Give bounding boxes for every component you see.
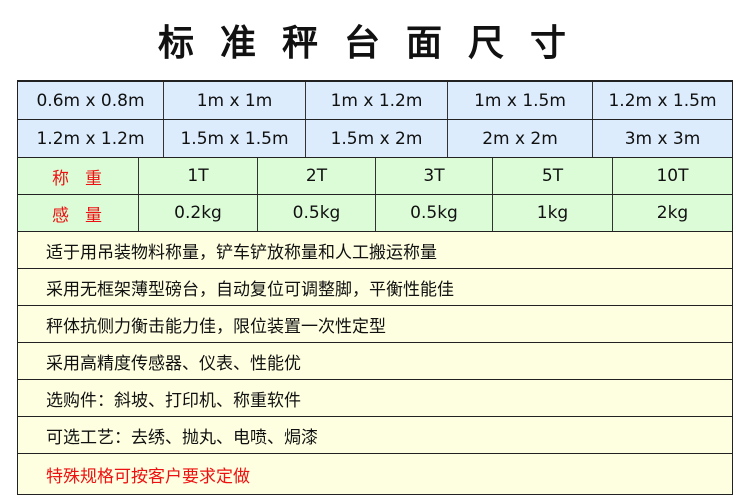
capacity-cell: 10T — [656, 166, 689, 186]
feature-row: 适于用吊装物料称量，铲车铲放称量和人工搬运称量 — [18, 232, 732, 269]
size-cell: 1m x 1.2m — [306, 82, 448, 119]
sensitivity-cell: 1kg — [493, 195, 613, 231]
sensitivity-cell: 0.2kg — [139, 195, 258, 231]
feature-text: 可选工艺：去绣、抛丸、电喷、焗漆 — [46, 427, 318, 448]
page-title: 标准秤台面尺寸 — [157, 22, 592, 64]
sensitivity-label: 感量 — [18, 195, 139, 231]
size-cell: 1m x 1.5m — [448, 82, 593, 119]
feature-text: 秤体抗侧力衡击能力佳，限位装置一次性定型 — [46, 316, 386, 337]
capacity-cell: 1T — [139, 158, 258, 194]
feature-row: 可选工艺：去绣、抛丸、电喷、焗漆 — [18, 417, 732, 454]
feature-text: 适于用吊装物料称量，铲车铲放称量和人工搬运称量 — [46, 242, 437, 263]
feature-text: 选购件：斜坡、打印机、称重软件 — [46, 390, 301, 411]
size-cell: 1.5m x 1.5m — [164, 120, 306, 157]
size-cell: 1.2m x 1.5m — [608, 90, 717, 111]
sensitivity-cell: 0.5kg — [258, 195, 376, 231]
sensitivity-row: 感量 0.2kg 0.5kg 0.5kg 1kg 2kg — [18, 195, 732, 232]
note-row: 特殊规格可按客户要求定做 — [18, 454, 732, 494]
feature-row: 选购件：斜坡、打印机、称重软件 — [18, 380, 732, 417]
size-cell: 3m x 3m — [624, 128, 701, 149]
size-cell: 2m x 2m — [448, 120, 593, 157]
capacity-cell: 3T — [376, 158, 493, 194]
capacity-cell: 5T — [493, 158, 613, 194]
feature-row: 采用无框架薄型磅台，自动复位可调整脚，平衡性能佳 — [18, 269, 732, 306]
size-cell: 1.2m x 1.2m — [18, 120, 164, 157]
size-cell: 1m x 1m — [164, 82, 306, 119]
custom-note: 特殊规格可按客户要求定做 — [46, 466, 250, 487]
feature-text: 采用高精度传感器、仪表、性能优 — [46, 353, 301, 374]
size-cell: 0.6m x 0.8m — [18, 82, 164, 119]
feature-row: 秤体抗侧力衡击能力佳，限位装置一次性定型 — [18, 306, 732, 343]
size-row: 1.2m x 1.2m 1.5m x 1.5m 1.5m x 2m 2m x 2… — [18, 120, 732, 158]
feature-text: 采用无框架薄型磅台，自动复位可调整脚，平衡性能佳 — [46, 279, 454, 300]
capacity-label: 称重 — [18, 158, 139, 194]
feature-row: 采用高精度传感器、仪表、性能优 — [18, 343, 732, 380]
size-cell: 1.5m x 2m — [306, 120, 448, 157]
sensitivity-cell: 0.5kg — [376, 195, 493, 231]
sensitivity-cell: 2kg — [656, 203, 689, 223]
size-row: 0.6m x 0.8m 1m x 1m 1m x 1.2m 1m x 1.5m … — [18, 82, 732, 120]
capacity-cell: 2T — [258, 158, 376, 194]
capacity-row: 称重 1T 2T 3T 5T 10T — [18, 158, 732, 195]
spec-table: 0.6m x 0.8m 1m x 1m 1m x 1.2m 1m x 1.5m … — [17, 80, 733, 495]
